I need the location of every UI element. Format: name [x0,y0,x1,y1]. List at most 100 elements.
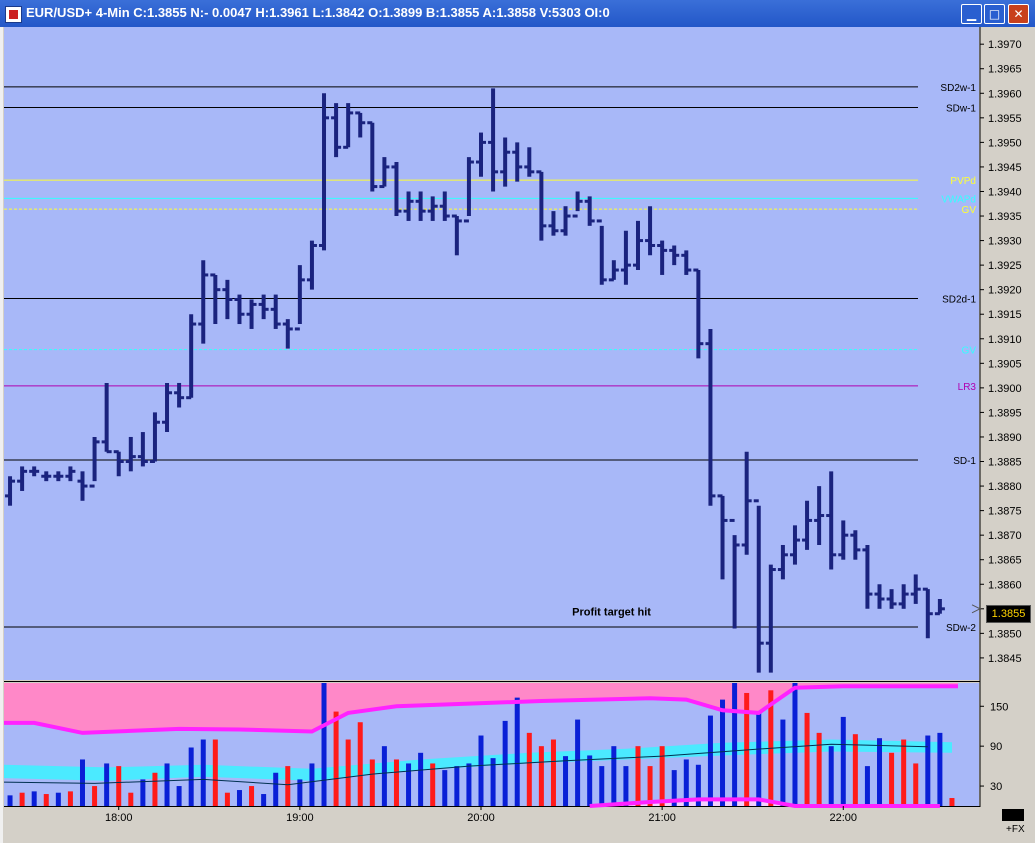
price-tick-label: 1.3880 [988,481,1022,493]
ohlc-bar [246,299,257,329]
level-label: LR3 [958,382,977,393]
ohlc-bar [814,486,825,545]
ohlc-bar [596,219,607,285]
ohlc-bar [162,382,173,433]
ohlc-bar [174,382,185,408]
volume-bar [116,766,122,806]
price-tick-label: 1.3850 [988,628,1022,640]
price-tick-label: 1.3845 [988,653,1022,665]
volume-bar [478,735,484,806]
title-bar[interactable]: EUR/USD+ 4-Min C:1.3855 N:- 0.0047 H:1.3… [0,0,1035,27]
price-tick-label: 1.3940 [988,186,1022,198]
ohlc-bar [657,240,668,275]
ohlc-bar [137,432,148,467]
ohlc-bar [101,382,112,454]
volume-bar [611,746,617,806]
volume-bar [864,766,870,806]
ohlc-bar [270,294,281,329]
ohlc-bar [476,132,486,177]
volume-lower-band-line [589,797,940,808]
ohlc-bar [802,500,813,550]
close-button[interactable]: ✕ [1008,4,1029,24]
volume-bar [212,739,218,806]
volume-bar [297,779,303,806]
volume-bar [816,732,822,806]
price-tick-label: 1.3970 [988,39,1022,51]
price-tick-label: 1.3930 [988,236,1022,248]
volume-bar [901,739,907,806]
price-tick-label: 1.3925 [988,260,1022,272]
maximize-button[interactable]: □ [984,4,1005,24]
corner-toggle-button[interactable] [1002,809,1024,821]
volume-bar [756,712,762,806]
axis-strip [982,27,1035,807]
ohlc-bar [29,466,40,477]
volume-bar [514,697,520,806]
ohlc-bar [282,319,293,349]
volume-bar [538,746,544,806]
ohlc-bar [222,279,233,320]
ohlc-bar [777,544,788,580]
ohlc-bar [41,471,52,482]
volume-bar [587,755,593,806]
volume-bar [683,759,689,806]
ohlc-bar [294,265,305,331]
volume-bar [913,763,919,806]
volume-bar [430,763,436,806]
ohlc-bar [343,103,354,149]
time-tick-label: 21:00 [648,812,676,824]
volume-bar [925,735,931,806]
price-tick-label: 1.3950 [988,137,1022,149]
ohlc-bars [5,88,945,673]
volume-bar [563,756,569,806]
ohlc-bar [149,412,160,464]
level-label: SD2d-1 [942,295,976,306]
time-axis-strip [0,807,1035,843]
ohlc-bar [5,476,16,506]
app-icon [5,6,22,23]
volume-bar [671,770,677,806]
volume-bar [937,732,943,806]
volume-bar [659,746,665,806]
volume-bar [732,683,738,806]
volume-bar [635,746,641,806]
time-tick-label: 22:00 [830,812,858,824]
left-border [0,27,3,843]
time-tick-label: 19:00 [286,812,314,824]
volume-average-line [3,743,928,786]
level-label: SD2w-1 [940,83,976,94]
volume-band-fill [4,683,958,733]
ohlc-bar [693,268,704,359]
ohlc-bar [934,598,945,616]
price-tick-label: 1.3895 [988,407,1022,419]
volume-bar [949,798,955,806]
level-lines: SD2w-1SDw-1PVPdVWAPdGVSD2d-1GVLR3SD-1SDw… [4,83,976,634]
ohlc-bar [874,584,885,609]
volume-bar [92,786,98,806]
ohlc-bar [645,206,656,256]
volume-bar [188,747,194,806]
ohlc-bar [427,196,438,221]
volume-bar [321,683,327,806]
price-tick-label: 1.3870 [988,530,1022,542]
volume-bar [176,786,182,806]
ohlc-bar [729,518,740,629]
price-tick-label: 1.3965 [988,64,1022,76]
volume-bar [381,746,387,806]
volume-bar [285,766,291,806]
price-tick-label: 1.3885 [988,457,1022,469]
last-price-tag: 1.3855 [986,605,1031,623]
ohlc-bar [620,230,631,285]
last-price-marker [971,604,982,614]
price-tick-label: 1.3920 [988,285,1022,297]
volume-bar [19,792,25,806]
ohlc-bar [53,471,64,482]
minimize-button[interactable]: ▁ [961,4,982,24]
volume-bar [780,719,786,806]
ohlc-bar [922,587,933,639]
volume-bar [309,763,315,806]
price-tick-label: 1.3945 [988,162,1022,174]
ohlc-bar [548,211,559,236]
